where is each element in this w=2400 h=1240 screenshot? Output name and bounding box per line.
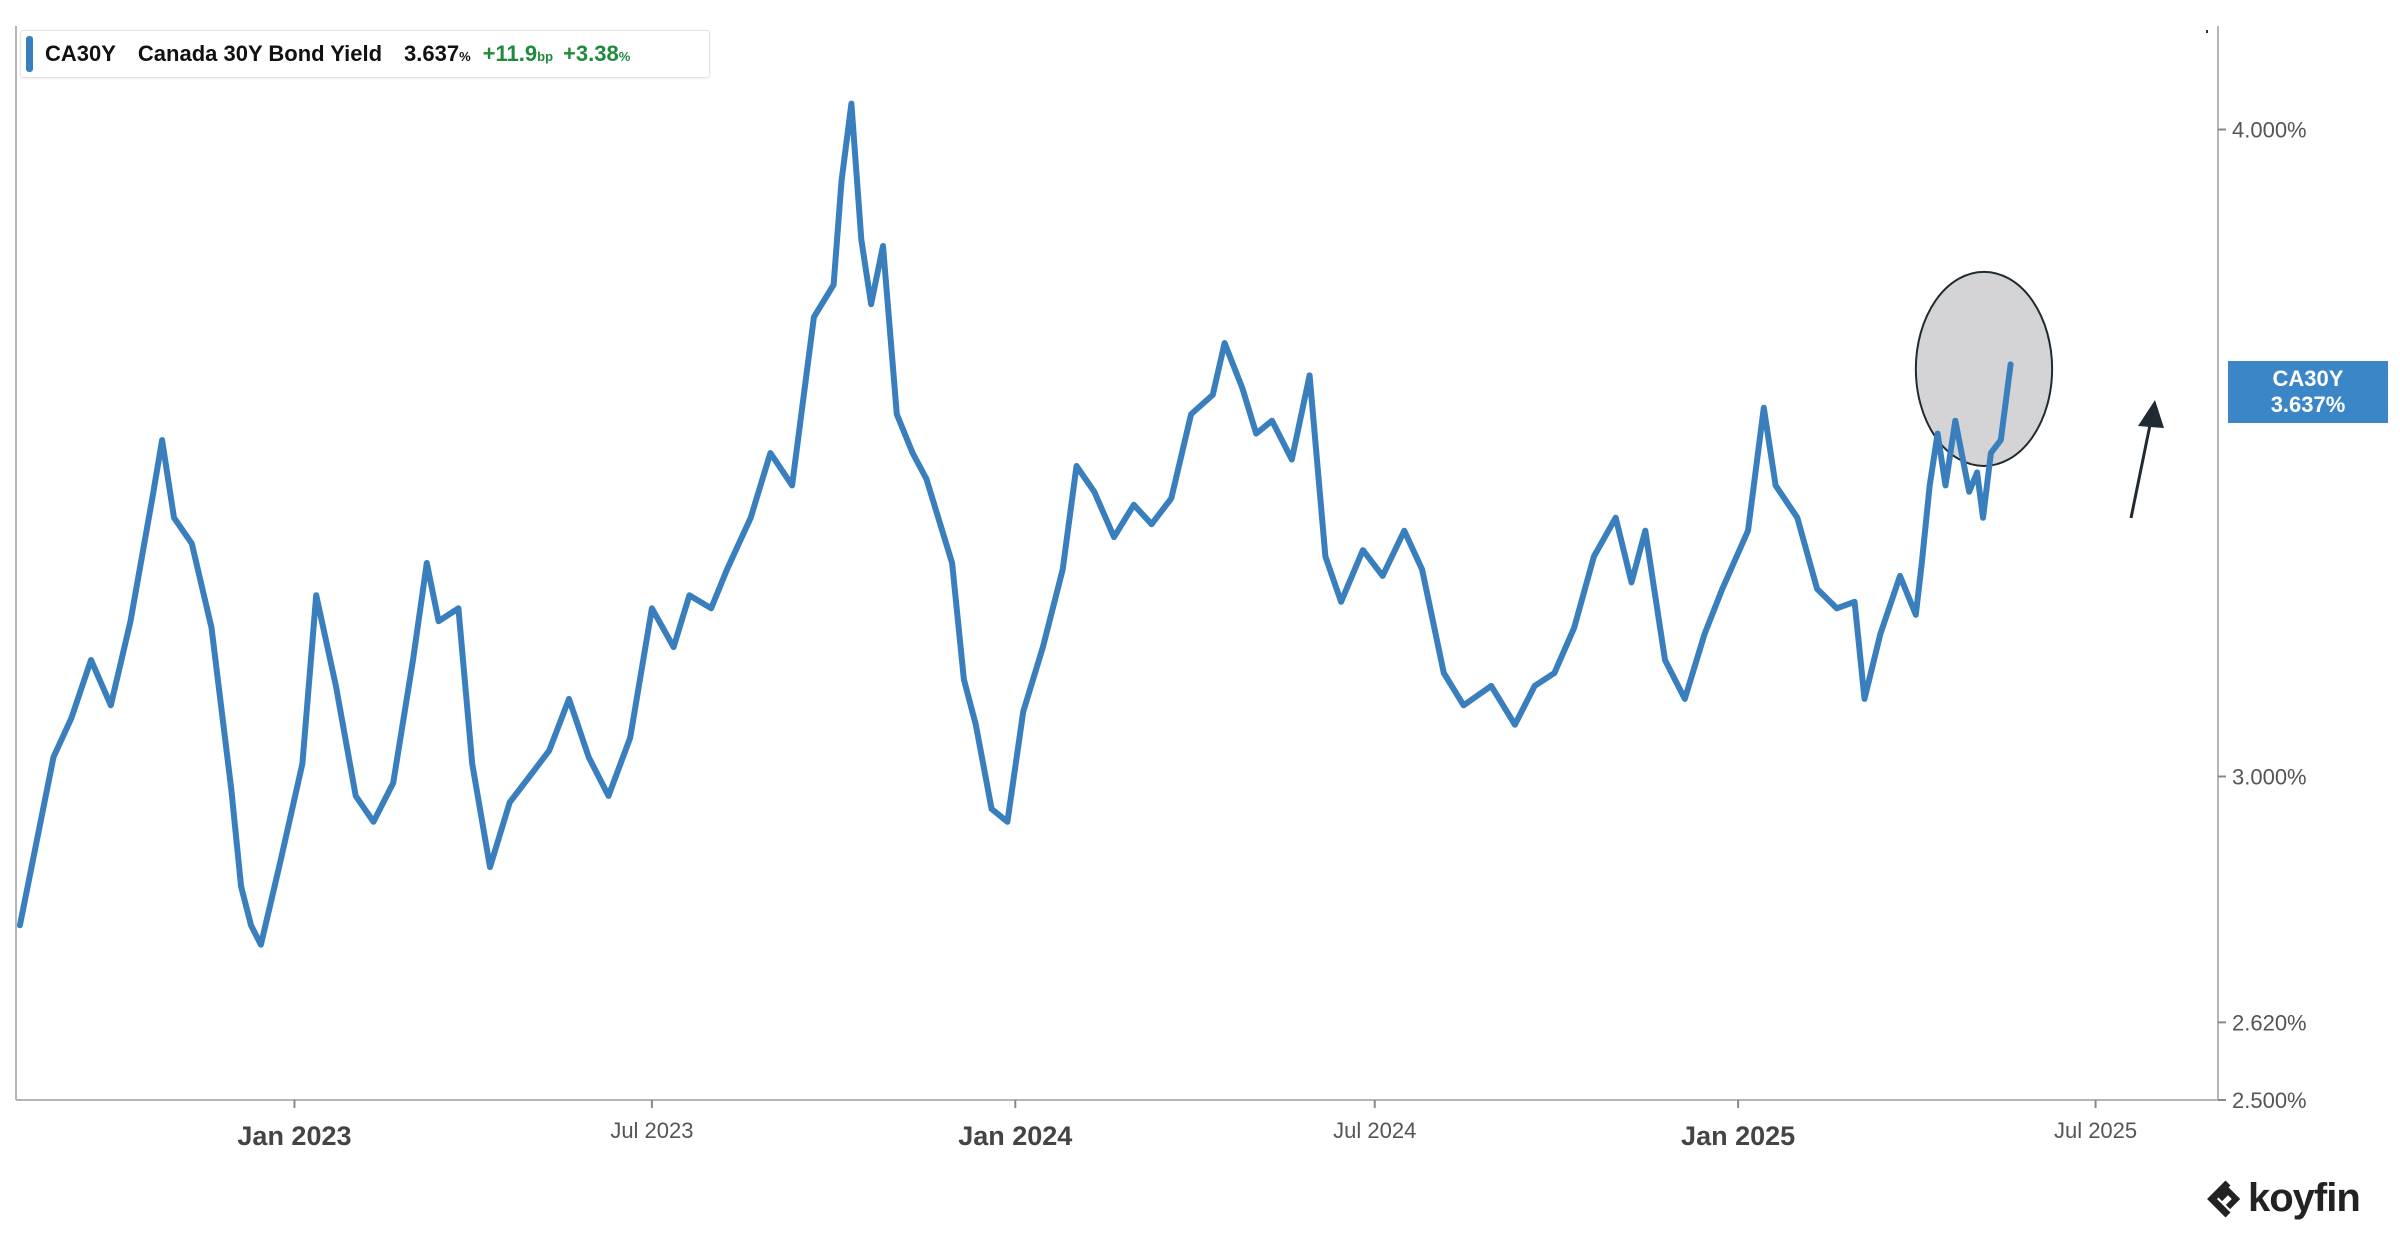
legend-change-pct: +3.38% xyxy=(563,41,631,66)
y-axis-ticks: 4.000% 3.000% 2.620% 2.500% xyxy=(2218,118,2307,1113)
x-axis-ticks: Jan 2023 Jul 2023 Jan 2024 Jul 2024 Jan 2025… xyxy=(237,1100,2137,1151)
x-tick-label: Jan 2023 xyxy=(237,1121,351,1151)
legend-change-bp-unit: bp xyxy=(537,49,554,64)
y-tick-label: 3.000% xyxy=(2232,765,2307,790)
koyfin-logo[interactable]: koyfin xyxy=(2206,1176,2361,1221)
highlight-ellipse xyxy=(1914,270,2054,467)
price-tag-ticker: CA30Y xyxy=(2272,366,2344,391)
legend-value: 3.637% xyxy=(404,41,471,66)
x-tick-label: Jul 2024 xyxy=(1333,1118,1416,1143)
legend-ticker: CA30Y xyxy=(45,41,116,66)
koyfin-logo-icon xyxy=(2207,1180,2241,1217)
x-tick-label: Jul 2023 xyxy=(610,1118,693,1143)
legend-value-unit: % xyxy=(459,49,471,64)
x-tick-label: Jan 2025 xyxy=(1681,1121,1795,1151)
arrow-up-icon xyxy=(2129,400,2164,519)
series-color-swatch xyxy=(26,36,33,72)
y-tick-label: 2.500% xyxy=(2232,1088,2307,1113)
x-tick-label: Jul 2025 xyxy=(2054,1118,2137,1143)
legend-change-pct-unit: % xyxy=(618,49,631,64)
last-price-tag: CA30Y 3.637% xyxy=(2228,361,2388,423)
price-tag-value: 3.637% xyxy=(2270,392,2346,417)
koyfin-logo-text: koyfin xyxy=(2248,1176,2361,1220)
series-line-ca30y xyxy=(16,100,2014,948)
series-legend[interactable]: CA30Y Canada 30Y Bond Yield 3.637% +11.9… xyxy=(20,30,710,78)
legend-series-name: Canada 30Y Bond Yield xyxy=(137,41,383,66)
x-tick-label: Jan 2024 xyxy=(958,1121,1072,1151)
y-tick-label: 2.620% xyxy=(2232,1010,2307,1035)
legend-change-bp: +11.9bp xyxy=(482,41,554,66)
y-tick-label: 4.000% xyxy=(2232,118,2307,143)
